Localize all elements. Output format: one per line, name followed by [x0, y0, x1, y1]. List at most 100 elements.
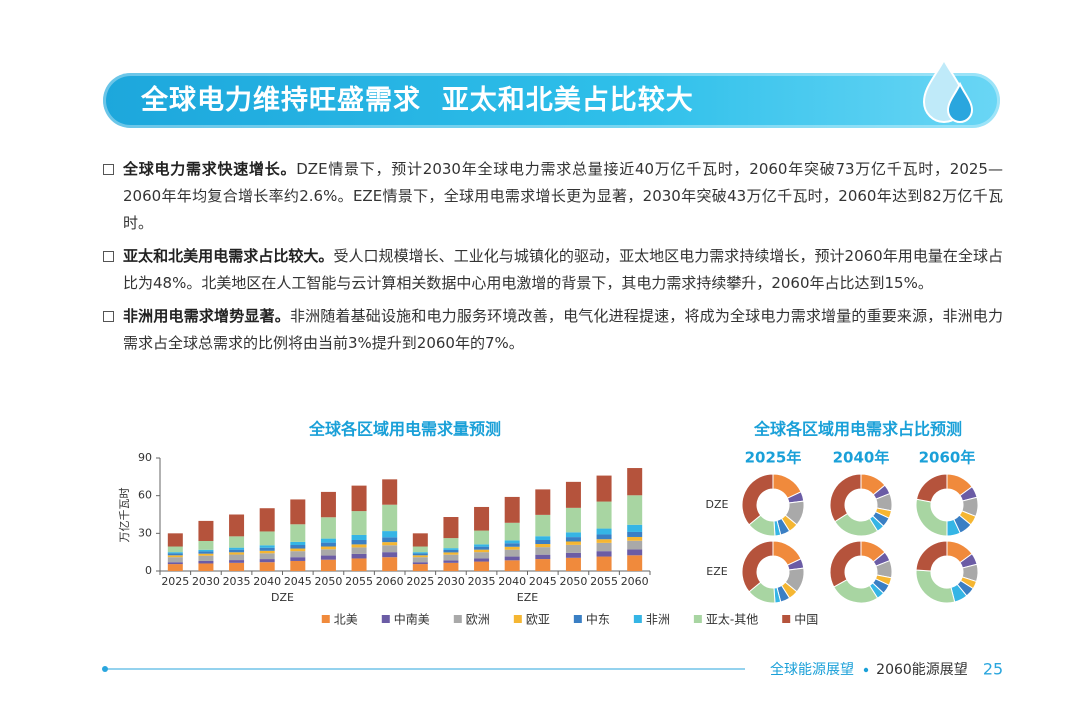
bullet-text: 非洲随着基础设施和电力服务环境改善，电气化进程提速，将成为全球电力需求增量的重要… — [123, 307, 1003, 352]
bar-segment — [474, 561, 490, 571]
bar-segment — [627, 524, 643, 532]
bar-segment — [229, 549, 245, 553]
bar-segment — [167, 552, 183, 554]
bar-segment — [382, 552, 398, 558]
bar-segment — [198, 563, 214, 571]
bar-segment — [382, 479, 398, 505]
donut-slice — [741, 473, 774, 526]
bar-segment — [443, 552, 459, 555]
bar-segment — [504, 496, 520, 523]
bar-segment — [596, 501, 612, 529]
bar-segment — [535, 514, 551, 537]
legend-label: 非洲 — [646, 613, 670, 627]
bar-segment — [627, 536, 643, 541]
bar-segment — [474, 530, 490, 545]
y-tick-label: 30 — [138, 526, 152, 539]
chart-title: 全球各区域用电需求占比预测 — [753, 420, 962, 439]
bar-segment — [290, 499, 306, 525]
chart-title: 全球各区域用电需求量预测 — [308, 420, 501, 439]
bar-segment — [229, 514, 245, 537]
bar-segment — [351, 511, 367, 535]
bar-segment — [382, 542, 398, 546]
bar-segment — [443, 538, 459, 549]
bar-segment — [290, 551, 306, 558]
legend-label: 北美 — [334, 613, 358, 627]
bar-segment — [198, 551, 214, 554]
bar-segment — [474, 546, 490, 550]
bar-segment — [504, 540, 520, 544]
y-tick-label: 0 — [145, 564, 152, 577]
y-tick-label: 60 — [138, 489, 152, 502]
bar-segment — [627, 531, 643, 537]
legend-label: 亚太-其他 — [706, 612, 758, 627]
bar-segment — [412, 555, 428, 558]
bar-segment — [535, 544, 551, 548]
bar-segment — [382, 504, 398, 532]
bullet: 全球电力需求快速增长。DZE情景下，预计2030年全球电力需求总量接近40万亿千… — [103, 156, 1003, 237]
bar-segment — [229, 547, 245, 550]
bar-segment — [535, 489, 551, 515]
bar-segment — [320, 542, 336, 547]
bar-segment — [351, 485, 367, 512]
x-tick-label: 2025 — [406, 575, 434, 588]
bar-segment — [596, 528, 612, 535]
bar-segment — [290, 524, 306, 542]
x-tick-label: 2060 — [621, 575, 649, 588]
bar-segment — [351, 553, 367, 559]
bar-segment — [443, 554, 459, 561]
bar-segment — [198, 520, 214, 541]
column-label: 2040年 — [833, 449, 890, 467]
bar-segment — [412, 562, 428, 565]
legend-swatch — [513, 615, 522, 623]
x-tick-label: 2040 — [498, 575, 526, 588]
bar-segment — [565, 544, 581, 553]
legend-swatch — [453, 615, 462, 623]
checkbox — [103, 311, 114, 322]
x-tick-label: 2030 — [437, 575, 465, 588]
bar-segment — [504, 546, 520, 550]
y-tick-label: 90 — [138, 451, 152, 464]
bar-segment — [320, 559, 336, 571]
bar-segment — [565, 481, 581, 508]
bullet-heading: 亚太和北美用电需求占比较大。 — [123, 247, 334, 265]
row-label: DZE — [706, 498, 729, 511]
bar-segment — [320, 517, 336, 539]
bar-segment — [535, 559, 551, 571]
bar-segment — [351, 544, 367, 548]
x-tick-label: 2055 — [345, 575, 373, 588]
x-tick-label: 2055 — [590, 575, 618, 588]
page-number: 25 — [983, 660, 1003, 679]
bar-segment — [474, 552, 490, 559]
x-tick-label: 2050 — [559, 575, 587, 588]
bar-segment — [259, 550, 275, 554]
bullet-list: 全球电力需求快速增长。DZE情景下，预计2030年全球电力需求总量接近40万亿千… — [103, 156, 1003, 363]
bar-segment — [167, 546, 183, 553]
bar-segment — [627, 540, 643, 550]
donut-slice — [829, 540, 862, 588]
bar-segment — [596, 475, 612, 502]
bar-segment — [320, 549, 336, 556]
footer-separator — [863, 667, 869, 673]
legend-swatch — [573, 615, 582, 623]
y-axis-label: 万亿千瓦时 — [118, 488, 131, 543]
bar-segment — [627, 549, 643, 556]
page-title: 全球电力维持旺盛需求 亚太和北美占比较大 — [141, 85, 694, 116]
bar-segment — [259, 553, 275, 560]
bar-segment — [290, 545, 306, 549]
donut-slice — [829, 473, 862, 523]
donut-slice — [915, 569, 956, 604]
bar-segment — [382, 545, 398, 553]
bar-segment — [596, 542, 612, 552]
legend-label: 中东 — [586, 612, 610, 627]
bar-segment — [596, 556, 612, 571]
bar-segment — [382, 537, 398, 543]
bar-segment — [229, 554, 245, 561]
bar-segment — [259, 547, 275, 551]
bar-segment — [198, 553, 214, 556]
bar-segment — [198, 555, 214, 561]
x-tick-label: 2035 — [223, 575, 251, 588]
bar-segment — [351, 558, 367, 571]
bar-segment — [351, 534, 367, 540]
x-tick-label: 2025 — [161, 575, 189, 588]
bar-segment — [565, 537, 581, 542]
